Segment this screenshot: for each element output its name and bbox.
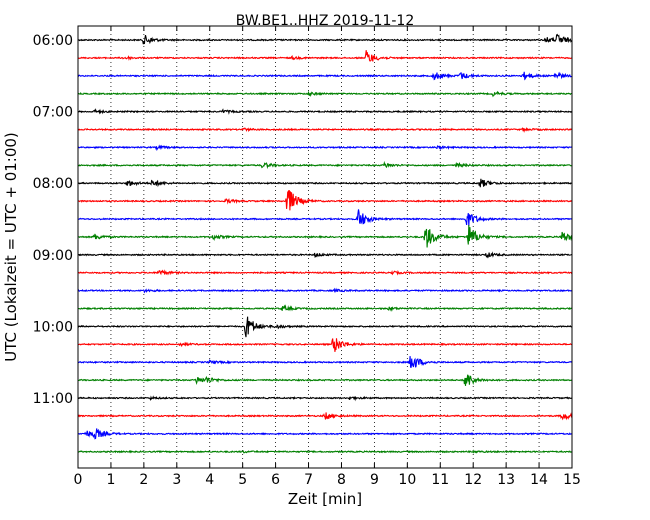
x-tick-label: 14: [530, 472, 548, 488]
x-tick-label: 13: [497, 472, 515, 488]
seismogram-trace: [78, 304, 573, 312]
seismogram-trace: [77, 412, 573, 421]
seismogram-trace: [77, 428, 573, 440]
x-tick-label: 7: [304, 472, 313, 488]
chart-title: BW.BE1..HHZ 2019-11-12: [236, 13, 415, 29]
seismogram-trace: [77, 108, 573, 115]
x-tick-label: 0: [74, 472, 83, 488]
x-tick-label: 4: [205, 472, 214, 488]
seismogram-trace: [77, 251, 573, 259]
y-tick-label: 06:00: [33, 33, 73, 49]
y-tick-label: 10:00: [33, 319, 73, 335]
x-tick-label: 10: [398, 472, 416, 488]
seismogram-trace: [77, 338, 573, 352]
x-axis-label: Zeit [min]: [288, 490, 362, 508]
y-tick-label: 11:00: [33, 391, 73, 407]
plot-frame: [77, 25, 573, 469]
seismogram-trace: [77, 449, 573, 454]
x-tick-label: 8: [337, 472, 346, 488]
x-tick-label: 5: [238, 472, 247, 488]
y-axis: 06:00 07:00 08:00 09:00 10:00 11:00: [33, 33, 83, 407]
seismogram-trace: [77, 209, 573, 227]
seismogram-trace: [77, 189, 573, 211]
x-tick-label: 11: [431, 472, 449, 488]
y-tick-label: 08:00: [33, 176, 73, 192]
x-tick-label: 12: [464, 472, 482, 488]
seismogram-trace: [77, 224, 573, 248]
x-tick-label: 6: [271, 472, 280, 488]
seismogram-trace: [77, 316, 573, 338]
x-tick-label: 2: [139, 472, 148, 488]
x-tick-label: 15: [563, 472, 581, 488]
y-tick-label: 07:00: [33, 105, 73, 121]
seismogram-trace: [77, 33, 573, 45]
x-axis: 0 1 2 3 4 5 6 7 8 9 10 11 12 13 14 15: [74, 26, 581, 488]
x-tick-label: 1: [106, 472, 115, 488]
x-tick-label: 3: [172, 472, 181, 488]
seismogram-trace: [77, 160, 573, 170]
seismogram-trace: [77, 144, 573, 152]
seismogram-trace: [77, 178, 573, 188]
grid-lines: [110, 26, 540, 468]
x-tick-label: 9: [370, 472, 379, 488]
seismogram-trace: [77, 374, 573, 386]
y-axis-label: UTC (Lokalzeit = UTC + 01:00): [2, 132, 20, 362]
y-tick-label: 09:00: [33, 248, 73, 264]
seismogram-trace: [77, 395, 573, 402]
seismogram-trace: [77, 50, 573, 62]
seismogram-trace: [77, 127, 573, 133]
seismogram-traces: [77, 33, 573, 454]
seismogram-trace: [77, 269, 573, 276]
seismogram-trace: [77, 287, 573, 294]
seismogram-trace: [77, 71, 573, 81]
seismogram-trace: [77, 90, 573, 98]
seismogram-trace: [77, 356, 573, 368]
